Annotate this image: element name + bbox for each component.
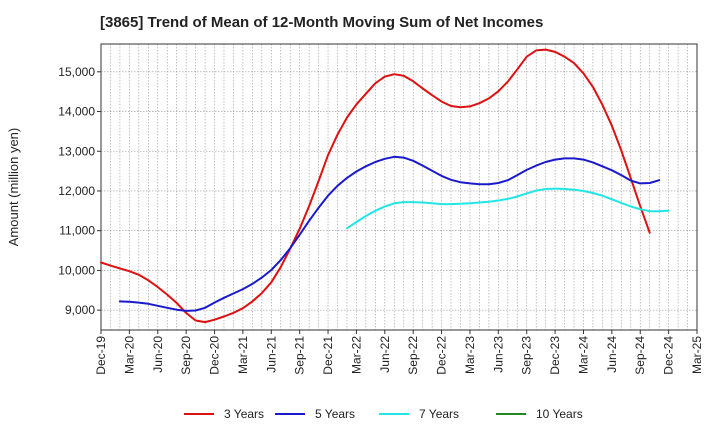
x-tick-label: Sep-22 (406, 336, 420, 375)
series-line-7-years (346, 187, 670, 230)
x-tick-label: Jun-21 (264, 336, 278, 373)
y-tick-label: 15,000 (58, 65, 95, 79)
plot-area (101, 44, 697, 330)
y-tick-label: 12,000 (58, 184, 95, 198)
x-tick-label: Mar-22 (349, 336, 363, 374)
x-tick-label: Jun-24 (605, 336, 619, 373)
x-tick-label: Dec-21 (321, 336, 335, 375)
x-tick-label: Mar-20 (122, 336, 136, 374)
x-tick-label: Dec-20 (208, 336, 222, 375)
x-tick-label: Mar-25 (690, 336, 704, 374)
x-tick-label: Dec-22 (435, 336, 449, 375)
y-tick-label: 11,000 (59, 224, 95, 238)
y-tick-label: 13,000 (58, 144, 95, 158)
x-tick-label: Mar-24 (576, 336, 590, 374)
x-tick-label: Dec-24 (662, 336, 676, 375)
x-tick-label: Sep-23 (520, 336, 534, 375)
x-tick-label: Dec-23 (548, 336, 562, 375)
legend-label: 5 Years (315, 407, 355, 421)
legend-label: 3 Years (224, 407, 264, 421)
x-tick-label: Dec-19 (94, 336, 108, 375)
series-line-3-years (100, 48, 651, 324)
y-tick-label: 10,000 (58, 263, 95, 277)
legend-label: 7 Years (419, 407, 459, 421)
y-tick-label: 14,000 (58, 105, 95, 119)
x-tick-label: Sep-20 (179, 336, 193, 375)
x-tick-label: Sep-24 (633, 336, 647, 375)
y-tick-label: 9,000 (65, 303, 95, 317)
x-tick-label: Jun-20 (151, 336, 165, 373)
x-tick-label: Sep-21 (293, 336, 307, 375)
series-line-5-years (118, 155, 661, 312)
legend-label: 10 Years (536, 407, 583, 421)
x-tick-label: Jun-23 (491, 336, 505, 373)
x-tick-label: Mar-23 (463, 336, 477, 374)
x-tick-label: Jun-22 (378, 336, 392, 373)
plot-frame (100, 43, 698, 331)
y-axis-title: Amount (million yen) (6, 128, 21, 247)
x-tick-label: Mar-21 (236, 336, 250, 374)
chart-title: [3865] Trend of Mean of 12-Month Moving … (100, 14, 544, 31)
